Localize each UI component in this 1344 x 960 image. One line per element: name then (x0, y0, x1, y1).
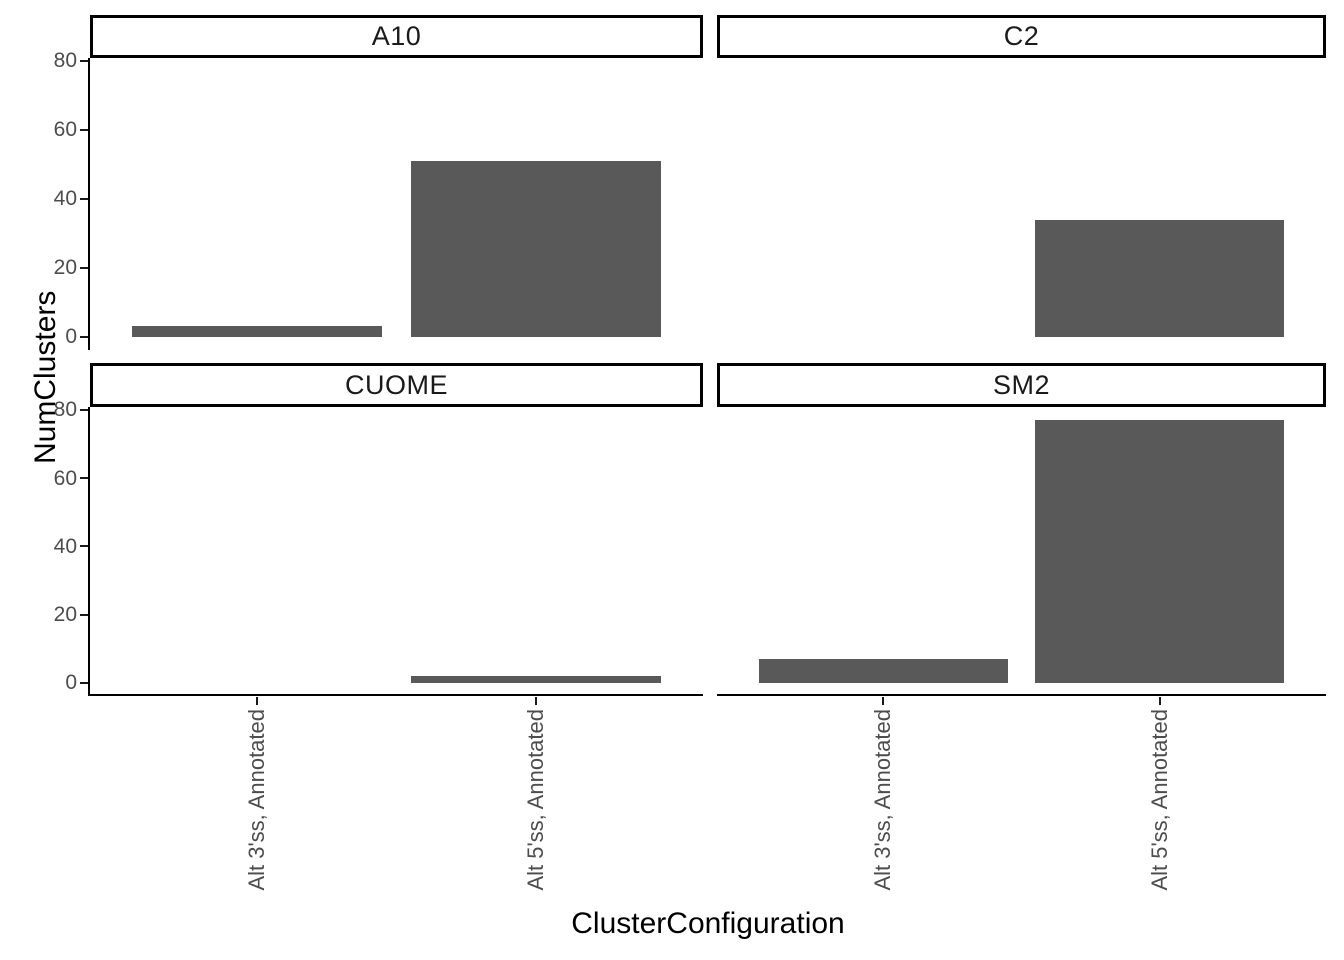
y-tick-label: 60 (53, 118, 77, 142)
facet-panel-c2 (717, 58, 1326, 350)
y-tick-mark (80, 681, 88, 684)
facet-strip-label: SM2 (992, 369, 1051, 400)
x-tick-label: Alt 3'ss, Annotated (244, 709, 270, 891)
facet-strip-label: A10 (371, 21, 422, 51)
y-tick-label: 20 (53, 603, 77, 627)
y-tick-mark (80, 335, 88, 338)
y-tick-label: 40 (53, 534, 77, 558)
y-tick-mark (80, 128, 88, 131)
x-tick-label: Alt 3'ss, Annotated (870, 709, 896, 891)
y-tick-mark (80, 545, 88, 548)
y-axis-title: NumClusters (29, 290, 62, 464)
facet-strip-label: C2 (1003, 21, 1040, 51)
bar (410, 160, 662, 337)
x-tick-mark (534, 697, 537, 705)
facet-strip-a10: A10 (90, 15, 703, 58)
facet-strip-label: CUOME (345, 369, 448, 400)
y-tick-label: 0 (65, 325, 77, 349)
bar (758, 659, 1008, 683)
facet-strip-c2: C2 (717, 15, 1326, 58)
x-axis-line (717, 694, 1326, 696)
y-tick-mark (80, 408, 88, 411)
y-tick-mark (80, 477, 88, 480)
y-tick-mark (80, 197, 88, 200)
y-tick-label: 20 (53, 256, 77, 280)
x-tick-mark (1158, 697, 1161, 705)
x-tick-label: Alt 5'ss, Annotated (1146, 709, 1172, 891)
bar (131, 326, 383, 337)
facet-panel-a10: 0 20 40 60 80 (54, 49, 703, 350)
y-tick-mark (80, 266, 88, 269)
x-axis-title: ClusterConfiguration (571, 907, 845, 940)
x-tick-mark (256, 697, 259, 705)
y-tick-label: 40 (53, 187, 77, 211)
x-axis-line (90, 694, 703, 696)
facet-panel-sm2: Alt 3'ss, Annotated Alt 5'ss, Annotated (717, 407, 1326, 891)
x-tick-label: Alt 5'ss, Annotated (522, 709, 548, 891)
x-tick-mark (882, 697, 885, 705)
facet-strip-sm2: SM2 (717, 363, 1326, 407)
facet-panel-cuome: 0 20 40 60 80 Alt 3'ss, Annotated Alt 5'ss, An… (54, 398, 703, 891)
bar (410, 676, 662, 683)
y-tick-mark (80, 613, 88, 616)
bar (1035, 219, 1285, 337)
y-tick-label: 80 (53, 398, 77, 422)
y-tick-label: 80 (53, 49, 77, 73)
facet-strip-cuome: CUOME (90, 363, 703, 407)
y-tick-label: 0 (65, 671, 77, 695)
y-tick-label: 60 (53, 466, 77, 490)
y-axis-line (88, 58, 90, 350)
y-axis-line (88, 407, 90, 696)
y-tick-mark (80, 59, 88, 62)
bar (1035, 420, 1285, 683)
